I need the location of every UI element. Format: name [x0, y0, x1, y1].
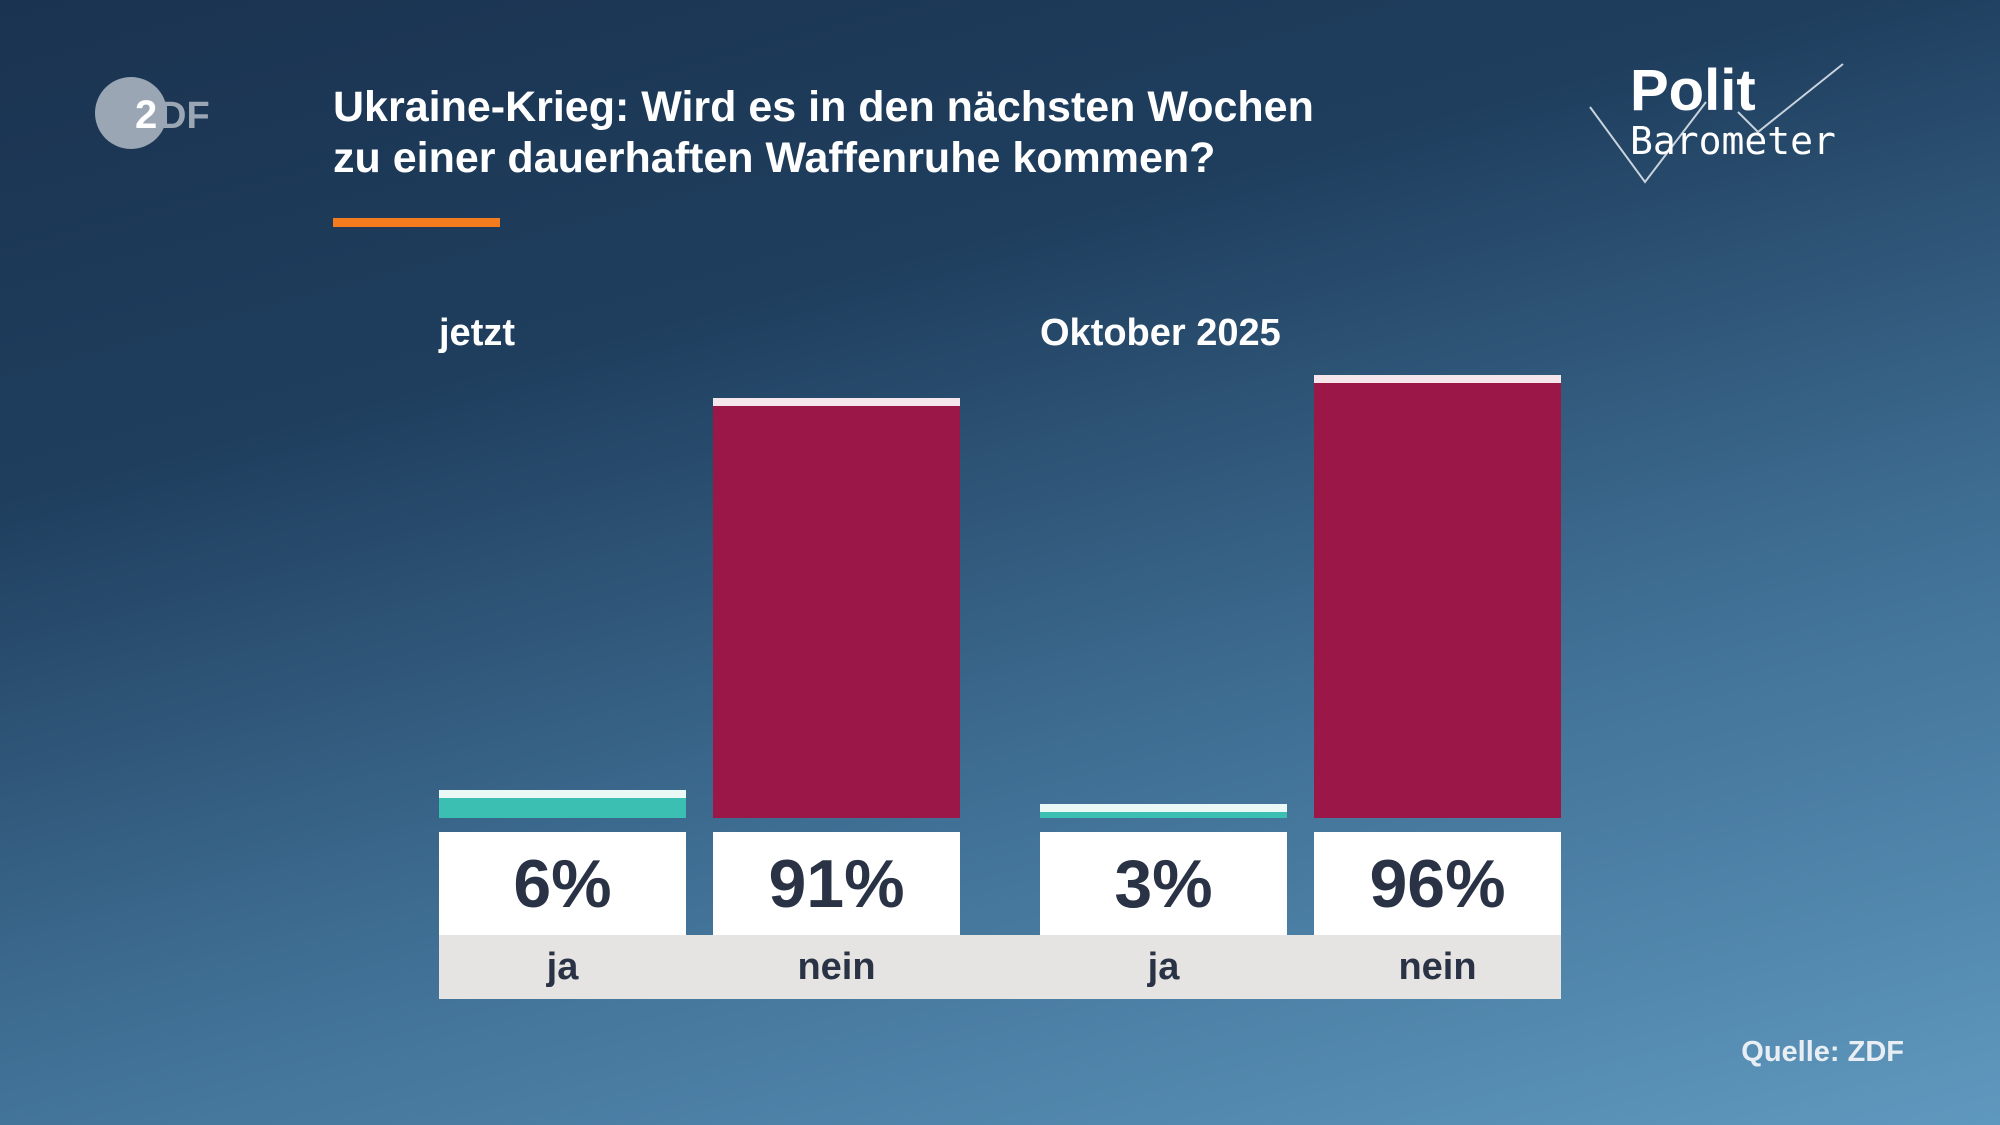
bar-ja-0	[439, 790, 686, 818]
title-line-2: zu einer dauerhaften Waffenruhe kommen?	[333, 134, 1216, 182]
bar-highlight	[1040, 804, 1287, 813]
source-note: Quelle: ZDF	[1741, 1036, 1904, 1068]
title-line-1: Ukraine-Krieg: Wird es in den nächsten W…	[333, 83, 1314, 131]
value-label: 6%	[439, 832, 686, 935]
value-label: 3%	[1040, 832, 1287, 935]
brand-polit: Polit	[1630, 62, 1756, 123]
zdf-logo: 2 DF	[95, 77, 210, 149]
bar-highlight	[1314, 374, 1561, 383]
group-label-oktober-2025: Oktober 2025	[1040, 312, 1281, 354]
bar-highlight	[439, 790, 686, 799]
category-band	[439, 935, 1561, 999]
title-accent-bar	[333, 218, 500, 227]
svg-text:2: 2	[135, 93, 157, 137]
chart-title: Ukraine-Krieg: Wird es in den nächsten W…	[333, 82, 1314, 184]
bar-nein-0	[713, 398, 960, 818]
value-label: 91%	[713, 832, 960, 935]
politbarometer-logo: Polit Barometer	[1589, 62, 1844, 184]
bar-ja-1	[1040, 804, 1287, 818]
bar-highlight	[713, 398, 960, 407]
value-label: 96%	[1314, 832, 1561, 935]
brand-barometer: Barometer	[1630, 119, 1836, 163]
group-label-jetzt: jetzt	[439, 312, 515, 354]
category-label: ja	[546, 945, 579, 988]
svg-text:DF: DF	[159, 95, 210, 137]
bar-nein-1	[1314, 374, 1561, 818]
category-label: ja	[1147, 945, 1180, 988]
category-label: nein	[797, 945, 876, 988]
category-label: nein	[1398, 945, 1477, 988]
